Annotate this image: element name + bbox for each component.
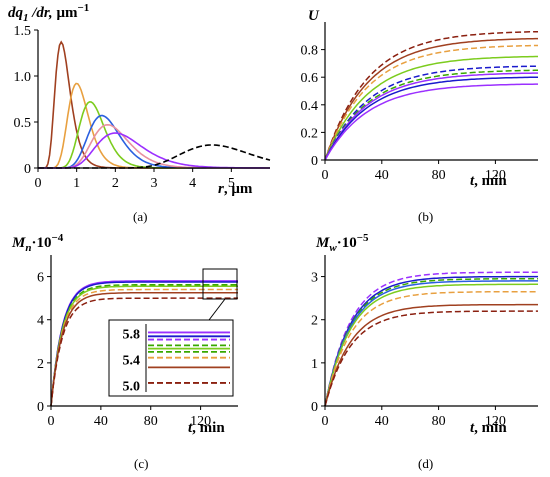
panel-c-ytick-label: 0 bbox=[37, 400, 44, 415]
panel-c-zoom-box bbox=[202, 268, 238, 300]
panel-b: 0 40 80 120 0 0.2 0.4 0.6 0.8 U t, min (b) bbox=[301, 8, 538, 224]
panel-d-series-line bbox=[324, 290, 538, 407]
panel-d-xtick-label: 40 bbox=[375, 414, 389, 429]
panel-b-ticks: 0 40 80 120 0 0.2 0.4 0.6 0.8 bbox=[301, 44, 506, 183]
panel-b-caption: (b) bbox=[418, 209, 433, 224]
panel-a-series-line bbox=[38, 114, 270, 169]
panel-b-xtick-label: 120 bbox=[485, 168, 506, 183]
panel-c-ytick-label: 2 bbox=[37, 357, 44, 372]
panel-c-inset-tick: 5.0 bbox=[123, 380, 141, 395]
panel-b-series-line bbox=[324, 69, 538, 161]
panel-d-caption: (d) bbox=[418, 456, 433, 471]
panel-c-ticks: 0 40 80 120 0 2 4 6 bbox=[37, 271, 211, 429]
panel-d-series-line bbox=[324, 280, 538, 407]
panel-a-ytick-label: 0.5 bbox=[14, 116, 32, 131]
panel-a-xtick-label: 3 bbox=[151, 176, 158, 191]
panel-c-xtick-label: 120 bbox=[190, 414, 211, 429]
panel-a-series-line bbox=[38, 82, 270, 169]
panel-c-xtick-label: 0 bbox=[48, 414, 55, 429]
panel-a-xlabel: r, μm bbox=[218, 181, 253, 197]
panel-d-ytick-label: 2 bbox=[311, 314, 318, 329]
panel-d: 0 40 80 120 0 1 2 3 Mw·10−5 t, min (d) bbox=[311, 232, 538, 471]
panel-b-series-line bbox=[324, 55, 538, 161]
panel-c-zoom-connector bbox=[208, 298, 226, 321]
panel-c-series-line bbox=[50, 281, 238, 407]
panel-b-series bbox=[324, 30, 538, 161]
panel-c-series bbox=[50, 280, 238, 407]
panel-d-xtick-label: 120 bbox=[485, 414, 506, 429]
panel-c-series-line bbox=[50, 280, 238, 407]
panel-b-ytick-label: 0 bbox=[311, 154, 318, 169]
panel-b-series-line bbox=[324, 44, 538, 161]
panel-c-series-line bbox=[50, 285, 238, 407]
panel-d-series-line bbox=[324, 303, 538, 407]
panel-d-xtick-label: 0 bbox=[322, 414, 329, 429]
panel-c-caption: (c) bbox=[134, 456, 148, 471]
panel-a-series bbox=[38, 40, 271, 169]
panel-c-inset-tick: 5.8 bbox=[123, 328, 141, 343]
panel-a-ticks: 0 1 2 3 4 5 0 0.5 1.0 1.5 bbox=[14, 24, 235, 191]
panel-d-xlabel: t, min bbox=[470, 420, 507, 436]
panel-a-ytick-label: 1.5 bbox=[14, 24, 32, 39]
panel-b-xlabel: t, min bbox=[470, 173, 507, 189]
panel-b-xtick-label: 0 bbox=[322, 168, 329, 183]
panel-c-inset-tick: 5.4 bbox=[123, 354, 141, 369]
panel-d-xtick-label: 80 bbox=[432, 414, 446, 429]
panel-b-series-line bbox=[324, 37, 538, 161]
panel-d-ytick-label: 0 bbox=[311, 400, 318, 415]
panel-b-series-line bbox=[324, 30, 538, 161]
panel-c-ytick-label: 4 bbox=[37, 314, 44, 329]
panel-b-series-line bbox=[324, 83, 538, 161]
panel-c-inset-series: 5.8 5.4 5.0 bbox=[123, 328, 230, 395]
panel-b-xtick-label: 40 bbox=[375, 168, 389, 183]
panel-a-xtick-label: 2 bbox=[112, 176, 119, 191]
panel-b-ytick-label: 0.2 bbox=[301, 126, 319, 141]
panel-a-ylabel: dq1 /dr, μm−1 bbox=[8, 2, 89, 24]
panel-c-ylabel: Mn·10−4 bbox=[11, 232, 64, 254]
panel-b-xtick-label: 80 bbox=[432, 168, 446, 183]
panel-b-ytick-label: 0.4 bbox=[301, 99, 319, 114]
panel-a: 0 1 2 3 4 5 0 0.5 1.0 1.5 dq1 /dr, μm−1 r, μm (a) bbox=[8, 2, 271, 224]
panel-b-series-line bbox=[324, 76, 538, 161]
panel-c-xtick-label: 80 bbox=[144, 414, 158, 429]
panel-d-series-line bbox=[324, 283, 538, 407]
panel-c-xtick-label: 40 bbox=[94, 414, 108, 429]
panel-b-ytick-label: 0.8 bbox=[301, 44, 319, 59]
panel-c-series-line bbox=[50, 297, 238, 407]
panel-b-series-line bbox=[324, 72, 538, 161]
panel-a-xtick-label: 0 bbox=[35, 176, 42, 191]
panel-c-xlabel: t, min bbox=[188, 420, 225, 436]
panel-d-series-line bbox=[324, 277, 538, 407]
panel-d-series-line bbox=[324, 275, 538, 407]
panel-d-series-line bbox=[324, 310, 538, 407]
panel-a-ytick-label: 0 bbox=[24, 162, 31, 177]
panel-a-ytick-label: 1.0 bbox=[14, 70, 32, 85]
panel-a-series-line bbox=[38, 123, 270, 169]
panel-a-xtick-label: 5 bbox=[228, 176, 235, 191]
panel-d-series bbox=[324, 271, 538, 407]
panel-d-ytick-label: 3 bbox=[311, 271, 318, 286]
panel-b-ytick-label: 0.6 bbox=[301, 71, 319, 86]
panel-d-ticks: 0 40 80 120 0 1 2 3 bbox=[311, 271, 506, 429]
panel-c-series-line bbox=[50, 292, 238, 407]
panel-b-series-line bbox=[324, 65, 538, 161]
panel-c-series-line bbox=[50, 284, 238, 407]
panel-d-ylabel: Mw·10−5 bbox=[315, 232, 369, 254]
panel-c: 0 40 80 120 0 2 4 6 5.8 5.4 5.0 Mn·10−4 t, min (c… bbox=[11, 232, 238, 471]
panel-a-xtick-label: 1 bbox=[73, 176, 80, 191]
panel-d-ytick-label: 1 bbox=[311, 357, 318, 372]
panel-a-xtick-label: 4 bbox=[189, 176, 196, 191]
panel-a-caption: (a) bbox=[133, 209, 147, 224]
panel-b-ylabel: U bbox=[308, 8, 320, 24]
panel-c-ytick-label: 6 bbox=[37, 271, 44, 286]
